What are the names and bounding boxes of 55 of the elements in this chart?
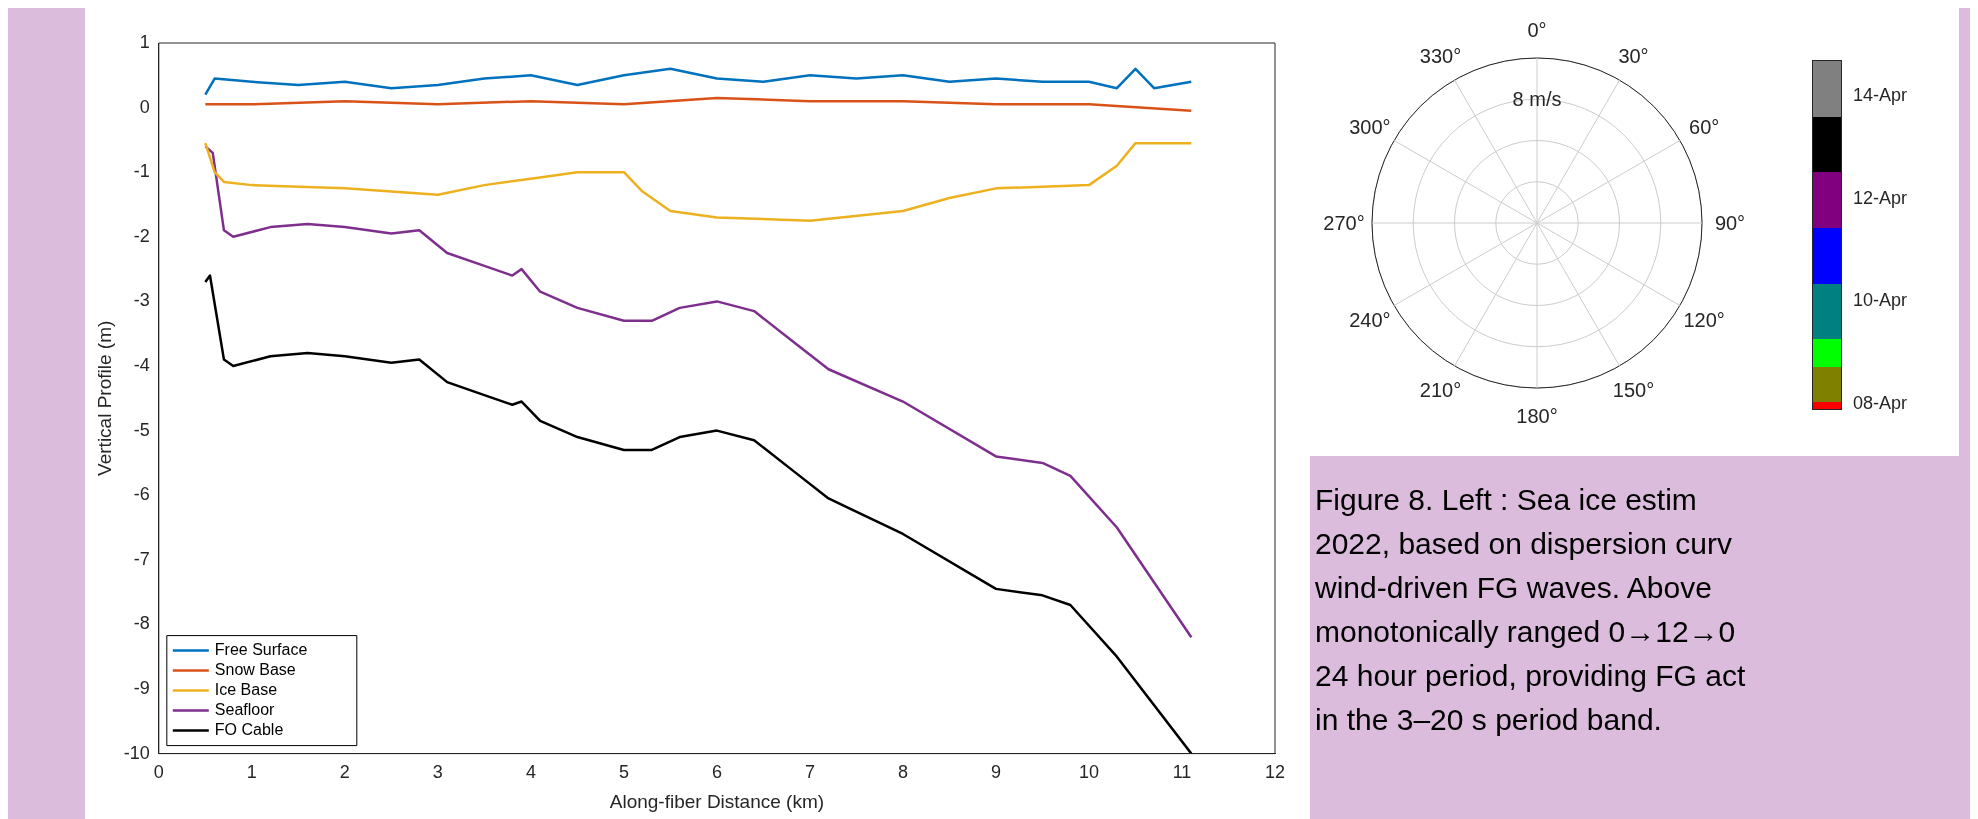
text: in the 3–20 s period band. xyxy=(1315,702,1663,738)
x-tick-label: 8 xyxy=(897,762,908,783)
text: 270° xyxy=(1323,211,1365,235)
x-tick-label: 7 xyxy=(804,762,815,783)
x-tick-label: 9 xyxy=(990,762,1001,783)
x-axis-title: Along-fiber Distance (km) xyxy=(609,790,825,812)
text: 90° xyxy=(1714,211,1746,235)
text: monotonically ranged 0→12→0 xyxy=(1315,614,1737,650)
legend-label: Ice Base xyxy=(214,681,278,699)
x-tick-label: 1 xyxy=(246,762,257,783)
y-tick-label: -10 xyxy=(123,742,150,763)
text: 8 m/s xyxy=(1512,87,1562,111)
y-tick-label: -8 xyxy=(133,613,150,634)
text: 24 hour period, providing FG act xyxy=(1315,658,1747,694)
legend-label: FO Cable xyxy=(214,721,284,739)
y-tick-label: -5 xyxy=(133,419,150,440)
y-tick-label: -3 xyxy=(133,290,150,311)
text: 180° xyxy=(1516,404,1558,428)
y-tick-label: -1 xyxy=(133,161,150,182)
x-tick-label: 3 xyxy=(432,762,443,783)
text: 330° xyxy=(1419,44,1462,68)
y-tick-label: -2 xyxy=(133,225,150,246)
text: 240° xyxy=(1349,308,1391,331)
text: 300° xyxy=(1349,115,1391,138)
x-tick-label: 10 xyxy=(1078,762,1099,783)
x-tick-label: 0 xyxy=(153,762,164,783)
y-tick-label: 0 xyxy=(139,96,150,117)
text: 210° xyxy=(1419,378,1462,402)
text: 120° xyxy=(1683,308,1725,331)
y-axis-title: Vertical Profile (m) xyxy=(93,320,115,476)
legend-label: Seafloor xyxy=(214,701,276,719)
x-tick-label: 2 xyxy=(339,762,350,783)
text: wind-driven FG waves. Above xyxy=(1315,570,1713,606)
x-tick-label: 4 xyxy=(525,762,536,783)
text: 30° xyxy=(1618,44,1649,68)
text: 10-Apr xyxy=(1853,289,1908,311)
text: 14-Apr xyxy=(1853,84,1908,106)
x-tick-label: 11 xyxy=(1172,762,1192,783)
x-tick-label: 5 xyxy=(618,762,629,783)
y-tick-label: -4 xyxy=(133,354,150,375)
caption: Figure 8. Left : Sea ice estim xyxy=(1315,482,1698,518)
text: 08-Apr xyxy=(1853,392,1908,414)
y-tick-label: -7 xyxy=(133,548,150,569)
text: 12-Apr xyxy=(1853,187,1908,209)
x-tick-label: 6 xyxy=(711,762,722,783)
legend-label: Snow Base xyxy=(214,661,296,679)
text: 60° xyxy=(1689,115,1720,138)
y-tick-label: -9 xyxy=(133,677,150,698)
legend-label: Free Surface xyxy=(214,641,308,659)
text: 0° xyxy=(1527,18,1547,42)
text: 2022, based on dispersion curv xyxy=(1315,526,1733,562)
text: 150° xyxy=(1612,378,1655,402)
x-tick-label: 12 xyxy=(1264,762,1286,783)
y-tick-label: -6 xyxy=(133,484,150,505)
y-tick-label: 1 xyxy=(139,31,150,52)
